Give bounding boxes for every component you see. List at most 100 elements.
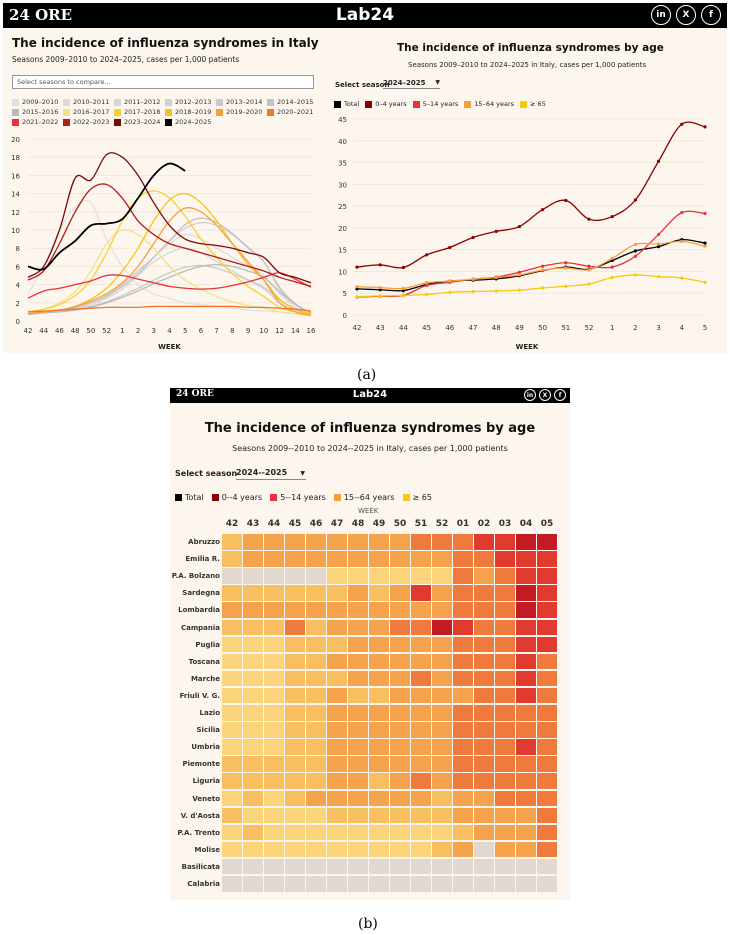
heatmap-cell[interactable] [243, 585, 263, 601]
heatmap-cell[interactable] [432, 636, 452, 653]
heatmap-cell[interactable] [306, 670, 326, 687]
heatmap-cell[interactable] [348, 722, 368, 738]
heatmap-cell[interactable] [516, 687, 536, 704]
heatmap-cell[interactable] [537, 807, 557, 824]
heatmap-cell[interactable] [432, 858, 452, 875]
legend-item-2021-2022[interactable]: 2021–2022 [12, 118, 58, 126]
heatmap-cell[interactable] [243, 756, 263, 772]
series-line-15-64-years[interactable] [356, 240, 706, 290]
data-point[interactable] [564, 261, 568, 265]
heatmap-cell[interactable] [285, 670, 305, 687]
heatmap-cell[interactable] [495, 841, 515, 858]
heatmap-cell[interactable] [327, 790, 347, 807]
heatmap-cell[interactable] [474, 602, 494, 618]
heatmap-cell[interactable] [243, 876, 263, 892]
heatmap-cell[interactable] [222, 568, 242, 584]
data-point[interactable] [517, 273, 521, 277]
heatmap-cell[interactable] [285, 653, 305, 670]
data-point[interactable] [425, 281, 429, 285]
data-point[interactable] [610, 265, 614, 269]
heatmap-cell[interactable] [432, 568, 452, 584]
heatmap-cell[interactable] [264, 756, 284, 772]
heatmap-cell[interactable] [474, 858, 494, 875]
series-line-2011-2012[interactable] [27, 247, 312, 316]
data-point[interactable] [471, 289, 475, 294]
heatmap-cell[interactable] [411, 534, 431, 550]
heatmap-cell[interactable] [222, 636, 242, 653]
heatmap-cell[interactable] [327, 585, 347, 601]
data-point[interactable] [587, 264, 591, 268]
legend-item-2010-2011[interactable]: 2010–2011 [63, 98, 109, 106]
heatmap-cell[interactable] [411, 670, 431, 687]
heatmap-cell[interactable] [474, 773, 494, 789]
heatmap-cell[interactable] [369, 739, 389, 755]
series-line-2009-2010[interactable] [27, 199, 312, 317]
heatmap-cell[interactable] [369, 585, 389, 601]
heatmap-cell[interactable] [243, 807, 263, 824]
heatmap-cell[interactable] [243, 653, 263, 670]
data-point[interactable] [471, 277, 475, 281]
heatmap-cell[interactable] [285, 876, 305, 892]
heatmap-cell[interactable] [516, 670, 536, 687]
heatmap-cell[interactable] [411, 602, 431, 618]
data-point[interactable] [657, 245, 661, 249]
heatmap-cell[interactable] [348, 705, 368, 721]
heatmap-cell[interactable] [285, 756, 305, 772]
heatmap-cell[interactable] [453, 858, 473, 875]
season-select[interactable]: 2024--2025 ▼ [236, 468, 306, 480]
heatmap-cell[interactable] [495, 670, 515, 687]
data-point[interactable] [633, 273, 637, 277]
brand-logo[interactable]: 24 ORE [9, 6, 73, 24]
heatmap-cell[interactable] [453, 687, 473, 704]
series-line-2014-2015[interactable] [27, 217, 312, 315]
facebook-icon[interactable]: f [701, 5, 721, 25]
heatmap-cell[interactable] [285, 551, 305, 567]
series-line-2020-2021[interactable] [27, 305, 312, 313]
data-point[interactable] [541, 286, 545, 290]
heatmap-cell[interactable] [327, 602, 347, 618]
heatmap-cell[interactable] [264, 687, 284, 704]
heatmap-cell[interactable] [453, 841, 473, 858]
heatmap-cell[interactable] [453, 619, 473, 636]
heatmap-cell[interactable] [348, 756, 368, 772]
heatmap-cell[interactable] [516, 534, 536, 550]
heatmap-cell[interactable] [243, 739, 263, 755]
heatmap-cell[interactable] [453, 722, 473, 738]
heatmap-cell[interactable] [474, 670, 494, 687]
heatmap-cell[interactable] [411, 687, 431, 704]
heatmap-cell[interactable] [348, 807, 368, 824]
series-line-0-4-years[interactable] [356, 121, 706, 269]
heatmap-cell[interactable] [327, 636, 347, 653]
heatmap-cell[interactable] [495, 773, 515, 789]
heatmap-cell[interactable] [369, 551, 389, 567]
heatmap-cell[interactable] [537, 876, 557, 892]
heatmap-cell[interactable] [516, 756, 536, 772]
legend-item-2016-2017[interactable]: 2016–2017 [63, 108, 109, 116]
data-point[interactable] [610, 256, 614, 260]
heatmap-cell[interactable] [537, 722, 557, 738]
heatmap-cell[interactable] [264, 602, 284, 618]
heatmap-cell[interactable] [516, 653, 536, 670]
heatmap-cell[interactable] [285, 534, 305, 550]
heatmap-cell[interactable] [516, 636, 536, 653]
heatmap-cell[interactable] [369, 602, 389, 618]
heatmap-cell[interactable] [348, 653, 368, 670]
data-point[interactable] [587, 282, 591, 286]
legend-item-total[interactable]: Total [175, 493, 204, 502]
series-line-2019-2020[interactable] [27, 207, 312, 317]
heatmap-cell[interactable] [369, 876, 389, 892]
heatmap-cell[interactable] [495, 568, 515, 584]
heatmap-cell[interactable] [390, 739, 410, 755]
heatmap-cell[interactable] [537, 705, 557, 721]
data-point[interactable] [680, 211, 684, 215]
data-point[interactable] [355, 295, 359, 299]
data-point[interactable] [564, 284, 568, 288]
data-point[interactable] [633, 249, 637, 253]
heatmap-cell[interactable] [222, 773, 242, 789]
legend-item-2018-2019[interactable]: 2018–2019 [165, 108, 211, 116]
data-point[interactable] [378, 285, 382, 290]
heatmap-cell[interactable] [348, 585, 368, 601]
heatmap-cell[interactable] [390, 619, 410, 636]
heatmap-cell[interactable] [495, 585, 515, 601]
heatmap-cell[interactable] [264, 568, 284, 584]
